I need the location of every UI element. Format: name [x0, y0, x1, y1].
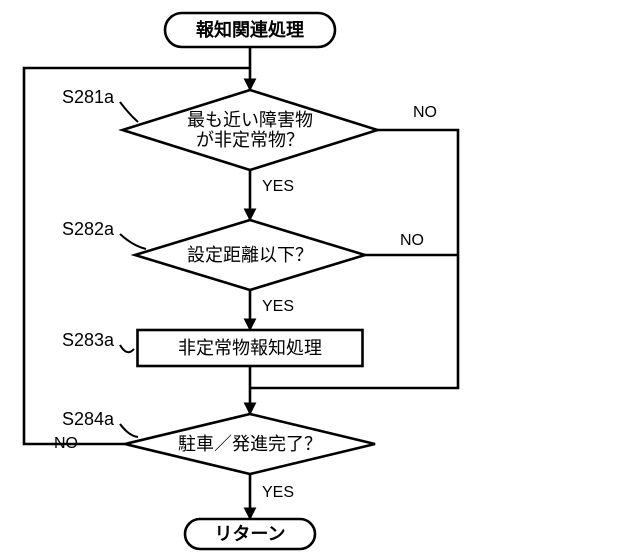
step-labels: S281a S282a S283a S284a — [62, 87, 146, 437]
branch-label-d3_no: NO — [54, 435, 78, 452]
step-label-s284a: S284a — [62, 409, 115, 429]
step-tail-s283a — [120, 345, 134, 352]
step-label-s282a: S282a — [62, 219, 115, 239]
node-d1-label2: が非定常物？ — [196, 130, 304, 150]
node-return-label: リターン — [214, 524, 285, 544]
node-p1-label: 非定常物報知処理 — [178, 338, 322, 358]
node-d2-label: 設定距離以下？ — [187, 245, 313, 265]
branch-label-d2_yes: YES — [262, 298, 294, 315]
branch-label-d1_no: NO — [413, 104, 437, 121]
step-label-s281a: S281a — [62, 87, 115, 107]
branch-label-d2_no: NO — [400, 232, 424, 249]
nodes: 報知関連処理最も近い障害物が非定常物？ 設定距離以下？ 非定常物報知処理駐車／発進完… — [123, 13, 378, 549]
node-d1-label1: 最も近い障害物 — [187, 110, 313, 130]
node-start-label: 報知関連処理 — [196, 19, 304, 40]
step-tail-s281a — [120, 102, 138, 122]
branch-label-d3_yes: YES — [262, 484, 294, 501]
node-d3-label: 駐車／発進完了？ — [178, 434, 322, 454]
branch-label-d1_yes: YES — [262, 178, 294, 195]
step-tail-s282a — [120, 234, 146, 249]
step-label-s283a: S283a — [62, 330, 115, 350]
step-tail-s284a — [120, 424, 138, 437]
